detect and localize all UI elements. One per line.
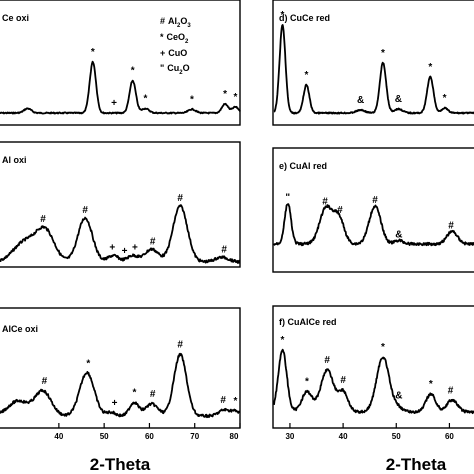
panel-c-marker-3: * <box>133 387 137 398</box>
panel-e-trace <box>273 203 474 247</box>
panel-b-frame <box>0 141 241 268</box>
legend: # Al2O3 * CeO2 + CuO " Cu2O <box>160 16 191 76</box>
panel-d-trace <box>273 24 474 115</box>
panel-b-marker-3: + <box>122 246 128 257</box>
panel-f-tick-label-3: 60 <box>445 432 454 441</box>
panel-b-title: Al oxi <box>2 155 27 165</box>
panel-f-marker-0: * <box>281 335 285 346</box>
panel-a-title: Ce oxi <box>2 13 29 23</box>
panel-c-tick-label-4: 80 <box>230 432 239 441</box>
panel-c-frame <box>0 307 241 429</box>
legend-entry-ceo2: * CeO2 <box>160 32 189 45</box>
panel-e-marker-3: # <box>372 195 378 206</box>
panel-c-marker-6: # <box>220 395 226 406</box>
panel-b-marker-1: # <box>82 205 88 216</box>
panel-f-marker-1: * <box>305 377 309 388</box>
panel-f-marker-7: # <box>448 386 454 397</box>
panel-f-trace <box>273 348 474 415</box>
panel-d-marker-3: * <box>381 48 385 59</box>
panel-c-trace <box>0 352 241 419</box>
panel-c-tick-label-2: 60 <box>145 432 154 441</box>
panel-a-marker-5: * <box>223 89 227 100</box>
panel-c-tick-label-1: 50 <box>100 432 109 441</box>
panel-d-marker-0: * <box>281 10 285 21</box>
panel-e-marker-2: # <box>337 205 343 216</box>
panel-c-marker-4: # <box>150 389 156 400</box>
panel-f-marker-5: & <box>395 391 402 402</box>
panel-f-marker-3: # <box>340 375 346 386</box>
panel-d-marker-6: * <box>443 93 447 104</box>
panel-c-tick-label-3: 70 <box>190 432 199 441</box>
panel-a-trace <box>0 60 241 115</box>
panel-e-marker-0: " <box>285 193 290 204</box>
panel-e-marker-1: # <box>322 197 328 208</box>
panel-e-marker-5: # <box>448 221 454 232</box>
panel-b-marker-7: # <box>221 245 227 256</box>
panel-c-marker-7: * <box>234 396 238 407</box>
panel-a-marker-0: * <box>91 47 95 58</box>
panel-f-tick-label-0: 30 <box>285 432 294 441</box>
panel-d-marker-5: * <box>428 62 432 73</box>
panel-b-marker-0: # <box>40 214 46 225</box>
panel-a-marker-2: * <box>131 66 135 77</box>
x-axis-label-right: 2-Theta <box>386 455 447 474</box>
x-axis-label-left: 2-Theta <box>90 455 151 474</box>
panel-f-title: f) CuAlCe red <box>279 317 337 327</box>
panel-c-tick-label-0: 40 <box>54 432 63 441</box>
panel-f-marker-4: * <box>381 342 385 353</box>
panel-b-trace <box>0 204 241 264</box>
legend-entry-al2o3: # Al2O3 <box>160 16 191 29</box>
panel-d-title: d) CuCe red <box>279 13 330 23</box>
panel-a-marker-6: * <box>234 92 238 103</box>
panel-f-marker-2: # <box>324 355 330 366</box>
panel-b-marker-6: # <box>177 193 183 204</box>
panel-f-frame <box>272 305 474 429</box>
peak-markers: * + * * * * * # # + + + # # # # * + * # # # * * * & * & * * " # # # & # * * # #… <box>40 10 454 409</box>
panel-c-marker-1: * <box>86 358 90 369</box>
panel-a-frame <box>0 0 241 126</box>
panel-f-marker-6: * <box>429 379 433 390</box>
panel-a-marker-4: * <box>190 94 194 105</box>
legend-entry-cuo: + CuO <box>160 48 187 58</box>
panel-c-marker-2: + <box>112 398 118 409</box>
panel-c-marker-0: # <box>42 376 48 387</box>
panel-b-marker-4: + <box>132 243 138 254</box>
panel-e-title: e) CuAl red <box>279 161 327 171</box>
panel-c-marker-5: # <box>177 340 183 351</box>
panel-b-marker-5: # <box>150 236 156 247</box>
x-axis-ticks: 40 50 60 70 80 30 40 50 60 <box>54 423 454 441</box>
panel-b-marker-2: + <box>109 243 115 254</box>
panel-d-marker-1: * <box>304 70 308 81</box>
panel-d-marker-2: & <box>357 95 364 106</box>
panel-e-marker-4: & <box>395 229 402 240</box>
panel-c-title: AlCe oxi <box>2 324 38 334</box>
panel-f-tick-label-1: 40 <box>339 432 348 441</box>
panel-a-marker-3: * <box>143 94 147 105</box>
panel-d-frame <box>272 0 474 126</box>
panel-f-tick-label-2: 50 <box>392 432 401 441</box>
panel-d-marker-4: & <box>395 94 402 105</box>
legend-entry-cu2o: " Cu2O <box>160 63 190 76</box>
panel-a-marker-1: + <box>111 98 117 109</box>
panel-e-frame <box>272 147 474 273</box>
